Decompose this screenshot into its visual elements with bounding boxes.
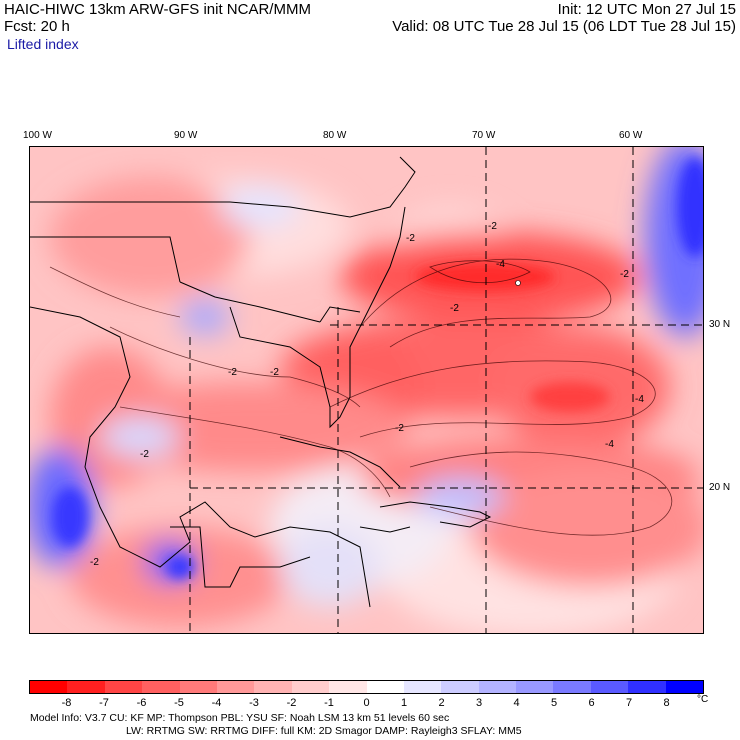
color-scale-tick: -7 [99,697,109,709]
contour-label: -2 [488,221,497,232]
color-scale-swatch [216,681,255,693]
contour-label: -4 [605,439,614,450]
color-scale-tick: -4 [211,697,222,709]
lifted-index-map: -2 -2 -2 -4 -2 -2 -2 -2 -4 -2 -4 -2 [29,146,704,634]
contour-label: -2 [395,423,404,434]
color-scale-tick: -5 [174,697,184,709]
map-title: HAIC-HIWC 13km ARW-GFS init NCAR/MMM [4,1,311,18]
lon-label: 80 W [323,130,347,141]
contour-label: -2 [90,557,99,568]
lon-label: 60 W [619,130,643,141]
color-scale-swatch [516,681,554,693]
lon-label: 70 W [472,130,496,141]
color-scale-tick: 7 [625,697,633,709]
color-scale-tick: 6 [588,697,595,709]
color-scale-tick: -6 [136,697,147,709]
color-scale-tick: -8 [61,697,72,709]
contour-label: -2 [140,449,149,460]
color-scale-swatch [104,681,143,693]
forecast-hour: Fcst: 20 h [4,18,70,35]
color-scale-tick: 5 [550,697,558,709]
color-scale-swatch [403,681,442,693]
color-scale-swatch [179,681,217,693]
color-scale-tick: 2 [438,697,445,709]
contour-label: -2 [228,367,237,378]
lat-label: 20 N [709,482,731,493]
color-scale-swatch [441,681,479,693]
lon-label: 90 W [174,130,198,141]
color-scale-tick: -2 [286,697,297,709]
valid-time: Valid: 08 UTC Tue 28 Jul 15 (06 LDT Tue … [392,18,736,35]
color-scale-swatch [366,681,404,693]
color-scale-tick: -3 [249,697,259,709]
color-scale-swatch [628,681,666,693]
color-scale-swatch [67,681,105,693]
color-scale-unit: °C [697,694,709,705]
init-time: Init: 12 UTC Mon 27 Jul 15 [557,1,736,18]
contour-label: -2 [270,367,279,378]
contour-label: -2 [620,269,629,280]
color-scale-tick: 8 [663,697,670,709]
contour-label: -2 [406,233,415,244]
color-scale-swatch [30,681,68,693]
model-info-line2: LW: RRTMG SW: RRTMG DIFF: full KM: 2D Sm… [126,725,522,737]
contour-label: -4 [496,259,505,270]
color-scale-swatch [478,681,517,693]
contour-label: -2 [450,303,459,314]
color-scale-swatch [142,681,180,693]
color-scale-swatch [665,681,704,693]
color-scale-swatch [254,681,292,693]
color-scale-bar [29,680,704,694]
lat-label: 30 N [709,319,731,330]
color-scale-swatch [553,681,591,693]
color-scale-tick: 4 [513,697,520,709]
lon-label: 100 W [23,130,52,141]
color-scale-swatch [329,681,367,693]
color-scale-swatch [590,681,629,693]
model-info-line1: Model Info: V3.7 CU: KF MP: Thompson PBL… [30,712,450,724]
color-scale-tick: 3 [475,697,483,709]
color-scale-tick: -1 [324,697,334,709]
color-scale-tick: 0 [363,697,370,709]
color-scale-swatch [291,681,330,693]
color-scale-tick: 1 [400,697,408,709]
field-name: Lifted index [7,36,79,52]
contour-label: -4 [635,394,644,405]
